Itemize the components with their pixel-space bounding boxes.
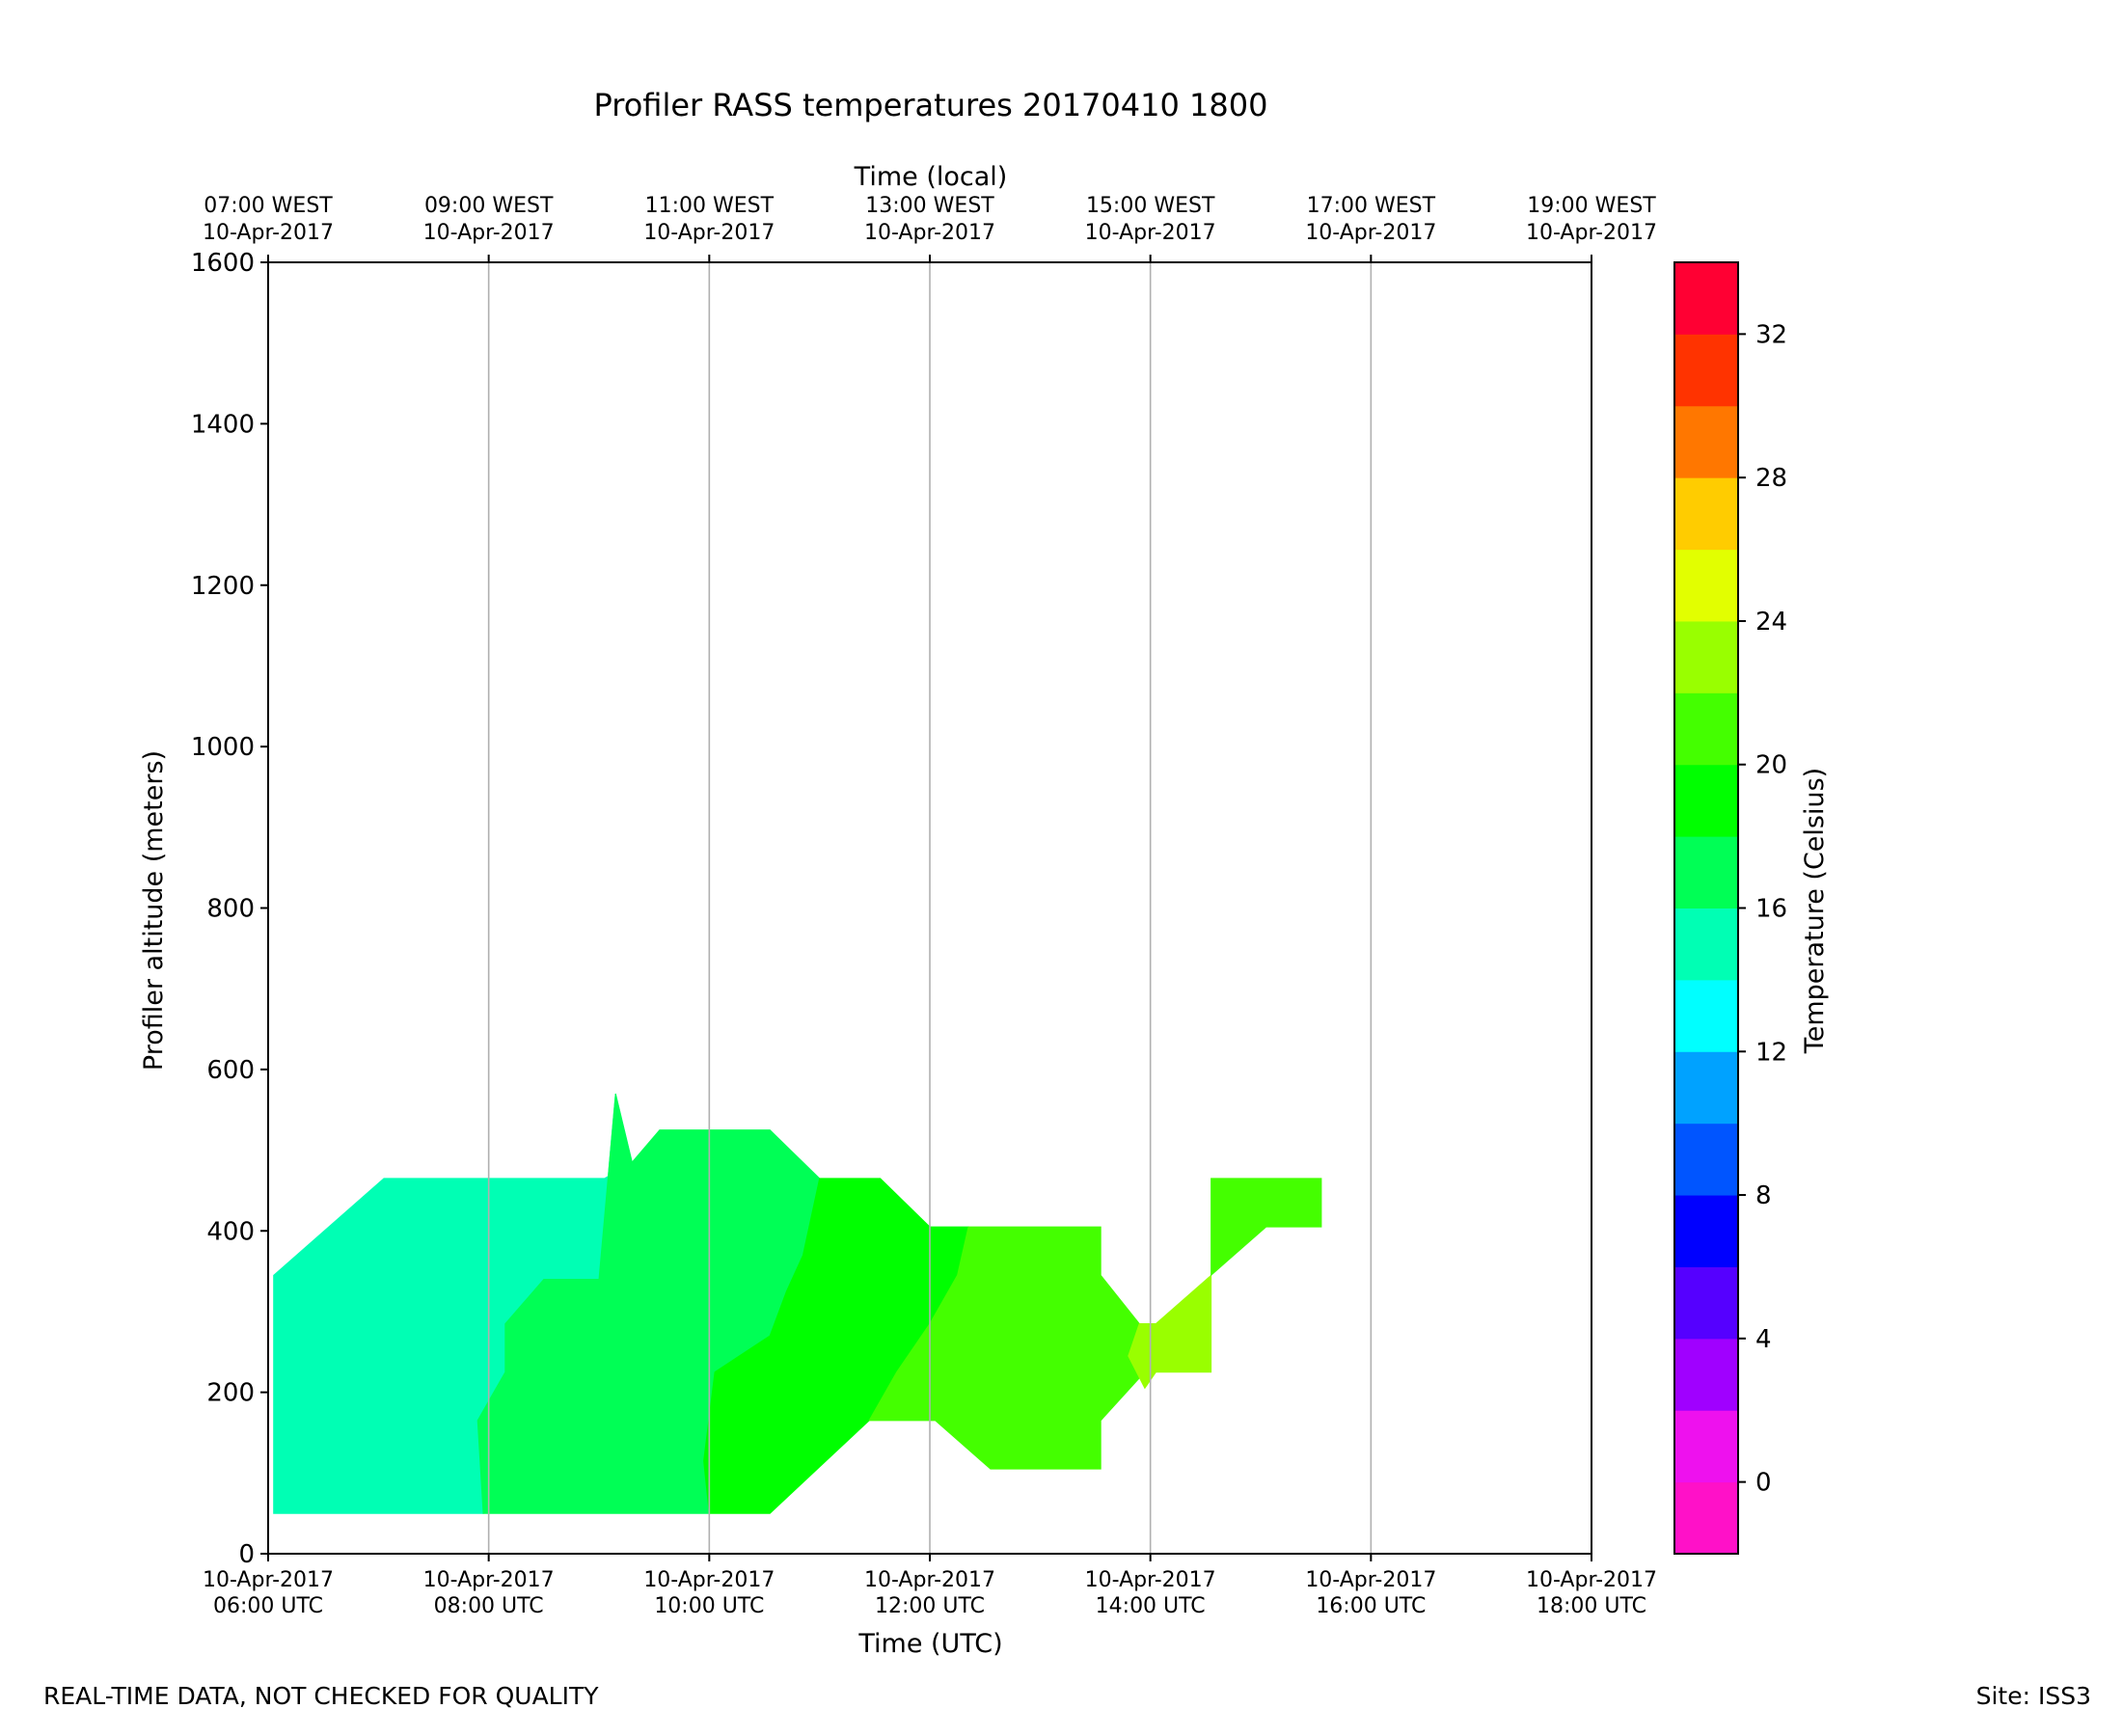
x-tick-time: 06:00 UTC (213, 1594, 323, 1618)
y-tick-label: 1400 (191, 410, 255, 439)
colorbar-label: Temperature (Celsius) (1800, 768, 1830, 1054)
y-axis-label: Profiler altitude (meters) (139, 750, 169, 1071)
colorbar-tick-label: 20 (1755, 751, 1787, 780)
x-tick-date: 10-Apr-2017 (864, 1568, 995, 1592)
colorbar-tick-label: 4 (1755, 1325, 1772, 1354)
top-tick-date: 10-Apr-2017 (643, 221, 775, 245)
colorbar-level-8-10 (1674, 1123, 1738, 1196)
y-tick-label: 0 (238, 1540, 255, 1569)
x-tick-time: 10:00 UTC (654, 1594, 764, 1618)
colorbar-level-26-28 (1674, 477, 1738, 551)
x-tick-date: 10-Apr-2017 (203, 1568, 334, 1592)
colorbar-tick-label: 8 (1755, 1181, 1772, 1210)
x-tick-date: 10-Apr-2017 (643, 1568, 775, 1592)
y-tick-label: 1600 (191, 249, 255, 278)
top-tick-time: 17:00 WEST (1307, 194, 1436, 218)
x-tick-date: 10-Apr-2017 (1305, 1568, 1436, 1592)
top-tick-time: 13:00 WEST (865, 194, 994, 218)
colorbar-level-24-26 (1674, 549, 1738, 622)
x-tick-time: 12:00 UTC (875, 1594, 985, 1618)
colorbar-level-4-6 (1674, 1266, 1738, 1340)
y-tick-label: 400 (206, 1217, 255, 1246)
colorbar-level-6-8 (1674, 1195, 1738, 1267)
top-tick-date: 10-Apr-2017 (1526, 221, 1657, 245)
colorbar-level-14-16 (1674, 908, 1738, 981)
top-axis-label: Time (local) (854, 162, 1008, 192)
top-tick-date: 10-Apr-2017 (1085, 221, 1216, 245)
site-label: Site: ISS3 (1975, 1682, 2091, 1710)
x-tick-date: 10-Apr-2017 (1526, 1568, 1657, 1592)
temperature-region-5 (1128, 1274, 1212, 1390)
chart-title: Profiler RASS temperatures 20170410 1800 (594, 87, 1268, 123)
y-tick-label: 600 (206, 1056, 255, 1085)
colorbar-tick-label: 16 (1755, 895, 1787, 924)
vertical-gridlines (487, 262, 1373, 1554)
colorbar-level-32-34 (1674, 262, 1738, 335)
top-tick-date: 10-Apr-2017 (1305, 221, 1436, 245)
x-tick-date: 10-Apr-2017 (423, 1568, 555, 1592)
colorbar-level-16-18 (1674, 836, 1738, 909)
top-tick-time: 07:00 WEST (204, 194, 333, 218)
top-tick-date: 10-Apr-2017 (864, 221, 995, 245)
colorbar-level-18-20 (1674, 764, 1738, 837)
colorbar-level-30-32 (1674, 334, 1738, 407)
x-tick-time: 18:00 UTC (1537, 1594, 1646, 1618)
x-axis-top-ticks: 07:00 WEST 10-Apr-2017 09:00 WEST 10-Apr-20… (203, 194, 1657, 262)
top-tick-time: 09:00 WEST (424, 194, 554, 218)
colorbar-tick-label: 24 (1755, 608, 1787, 637)
colorbar-level-2-4 (1674, 1338, 1738, 1411)
x-axis-label: Time (UTC) (857, 1629, 1002, 1659)
y-tick-label: 1000 (191, 733, 255, 762)
x-tick-time: 16:00 UTC (1316, 1594, 1426, 1618)
colorbar-tick-label: 28 (1755, 464, 1787, 493)
top-tick-time: 15:00 WEST (1086, 194, 1215, 218)
colorbar-level-28-30 (1674, 405, 1738, 478)
x-tick-date: 10-Apr-2017 (1085, 1568, 1216, 1592)
colorbar-level-20-22 (1674, 692, 1738, 766)
colorbar-level-12-14 (1674, 979, 1738, 1052)
y-tick-label: 800 (206, 895, 255, 924)
top-tick-date: 10-Apr-2017 (203, 221, 334, 245)
y-axis-ticks: 0 200 400 600 800 1000 1200 1400 1600 (191, 249, 268, 1569)
colorbar-tick-label: 32 (1755, 320, 1787, 349)
temperature-region-6 (1211, 1178, 1322, 1277)
quality-disclaimer: REAL-TIME DATA, NOT CHECKED FOR QUALITY (43, 1682, 599, 1710)
y-tick-label: 1200 (191, 572, 255, 601)
colorbar-tick-label: 0 (1755, 1469, 1772, 1498)
top-tick-time: 19:00 WEST (1527, 194, 1656, 218)
temperature-regions (273, 1093, 1322, 1514)
colorbar-ticks: 0 4 8 12 16 20 24 28 32 (1738, 320, 1787, 1498)
colorbar-tick-label: 12 (1755, 1038, 1787, 1067)
colorbar (1674, 262, 1738, 1555)
colorbar-level-10-12 (1674, 1051, 1738, 1125)
top-tick-date: 10-Apr-2017 (423, 221, 555, 245)
x-tick-time: 08:00 UTC (434, 1594, 544, 1618)
y-tick-label: 200 (206, 1379, 255, 1408)
colorbar-level--2-0 (1674, 1481, 1738, 1555)
colorbar-level-0-2 (1674, 1410, 1738, 1483)
colorbar-level-22-24 (1674, 620, 1738, 693)
x-tick-time: 14:00 UTC (1096, 1594, 1206, 1618)
top-tick-time: 11:00 WEST (645, 194, 775, 218)
